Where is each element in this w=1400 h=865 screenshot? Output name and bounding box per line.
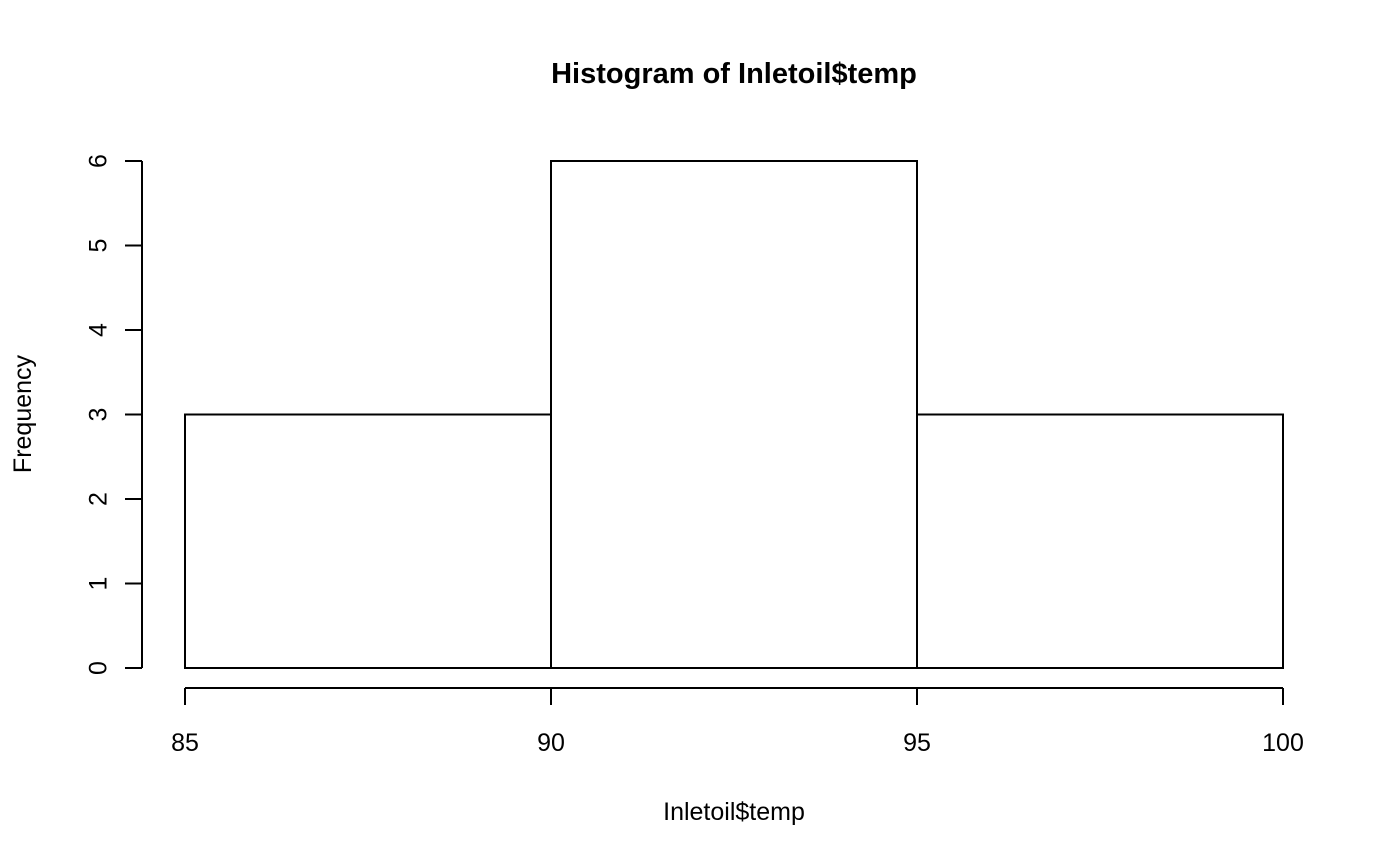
- y-tick-label-3: 3: [85, 408, 113, 422]
- histogram-bar-2: [916, 413, 1284, 669]
- x-tick-label-3: 100: [1262, 729, 1304, 757]
- y-tick-label-1: 1: [85, 577, 113, 591]
- y-axis: 0 1 2 3 4 5 6: [85, 154, 143, 675]
- x-axis: 85 90 95 100: [171, 687, 1304, 757]
- y-tick-label-2: 2: [85, 492, 113, 506]
- histogram-bars: [184, 160, 1284, 669]
- x-tick-label-0: 85: [171, 729, 199, 757]
- y-axis-label: Frequency: [9, 354, 37, 473]
- y-tick-label-5: 5: [85, 239, 113, 253]
- x-tick-label-2: 95: [903, 729, 931, 757]
- y-tick-label-4: 4: [85, 323, 113, 337]
- y-tick-label-0: 0: [85, 661, 113, 675]
- y-tick-label-6: 6: [85, 154, 113, 168]
- x-tick-label-1: 90: [537, 729, 565, 757]
- histogram-bar-1: [550, 160, 918, 669]
- x-axis-label: Inletoil$temp: [663, 798, 805, 826]
- histogram-bar-0: [184, 413, 552, 669]
- chart-title: Histogram of Inletoil$temp: [551, 58, 917, 90]
